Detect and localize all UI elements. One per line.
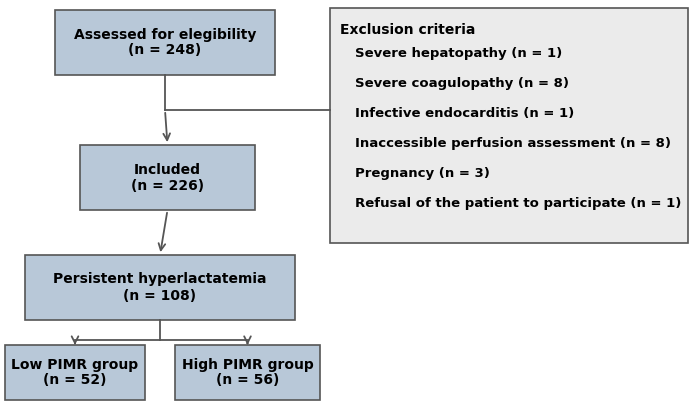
Text: Pregnancy (n = 3): Pregnancy (n = 3) <box>355 166 490 179</box>
Text: (n = 248): (n = 248) <box>128 44 202 57</box>
FancyBboxPatch shape <box>55 10 275 75</box>
Text: Persistent hyperlactatemia: Persistent hyperlactatemia <box>53 273 267 287</box>
Text: Refusal of the patient to participate (n = 1): Refusal of the patient to participate (n… <box>355 197 681 210</box>
Text: Severe coagulopathy (n = 8): Severe coagulopathy (n = 8) <box>355 77 569 90</box>
FancyBboxPatch shape <box>80 145 255 210</box>
Text: Inaccessible perfusion assessment (n = 8): Inaccessible perfusion assessment (n = 8… <box>355 136 671 149</box>
Text: (n = 108): (n = 108) <box>123 289 197 302</box>
Text: (n = 52): (n = 52) <box>43 374 107 387</box>
FancyBboxPatch shape <box>175 345 320 400</box>
Text: Assessed for elegibility: Assessed for elegibility <box>74 28 256 42</box>
Text: Severe hepatopathy (n = 1): Severe hepatopathy (n = 1) <box>355 46 562 59</box>
Text: Exclusion criteria: Exclusion criteria <box>340 23 475 37</box>
Text: (n = 226): (n = 226) <box>131 179 204 193</box>
Text: Included: Included <box>134 162 201 177</box>
FancyBboxPatch shape <box>330 8 688 243</box>
Text: (n = 56): (n = 56) <box>216 374 279 387</box>
Text: Low PIMR group: Low PIMR group <box>12 357 139 372</box>
FancyBboxPatch shape <box>25 255 295 320</box>
Text: Infective endocarditis (n = 1): Infective endocarditis (n = 1) <box>355 107 574 120</box>
Text: High PIMR group: High PIMR group <box>182 357 313 372</box>
FancyBboxPatch shape <box>5 345 145 400</box>
